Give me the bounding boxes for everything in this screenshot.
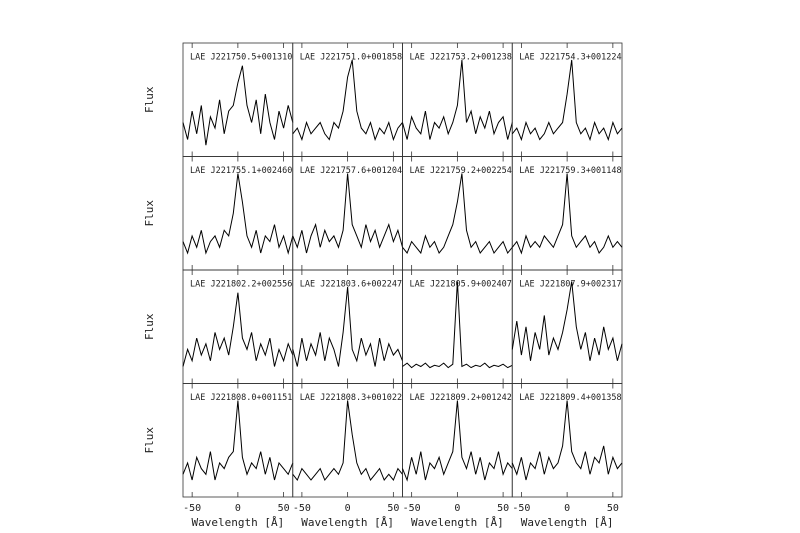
y-axis-label: Flux [143, 313, 156, 340]
x-tick-label: 50 [387, 503, 399, 514]
panel-title: LAE J221808.0+001151 [190, 393, 292, 403]
panel-title: LAE J221805.9+002407 [410, 280, 512, 290]
x-tick-label: -50 [293, 503, 311, 514]
panel: LAE J221759.3+001148 [511, 156, 623, 271]
spectrum-line [511, 59, 623, 142]
panel: LAE J221751.0+001858 [292, 42, 403, 157]
panel-title: LAE J221757.6+001204 [300, 166, 402, 176]
panel: -50 0 50 LAE J221809.2+001242 Wavelength [Å] [402, 383, 513, 529]
spectrum-line [511, 400, 623, 481]
spectrum-line [402, 59, 513, 140]
x-tick-label: 50 [278, 503, 290, 514]
panel: LAE J221807.9+002317 [511, 269, 623, 384]
panel-title: LAE J221755.1+002460 [190, 166, 292, 176]
panel-title: LAE J221809.4+001358 [519, 393, 621, 403]
y-axis-label: Flux [143, 427, 156, 454]
x-tick-label: 0 [345, 503, 351, 514]
spectrum-line [182, 65, 294, 146]
spectrum-line [402, 281, 513, 369]
x-tick-label: -50 [403, 503, 421, 514]
panel: LAE J221754.3+001224 [511, 42, 623, 157]
spectrum-line [292, 59, 403, 142]
spectrum-line [182, 400, 294, 481]
panel: LAE J221803.6+002247 [292, 269, 403, 384]
panel-title: LAE J221809.2+001242 [410, 393, 512, 403]
spectrum-line [182, 292, 294, 367]
spectrum-line [292, 286, 403, 367]
panel: -50 0 50 LAE J221808.3+001022 Wavelength [Å] [292, 383, 403, 529]
panel-title: LAE J221808.3+001022 [300, 393, 402, 403]
x-axis-label: Wavelength [Å] [521, 516, 614, 529]
panel-title: LAE J221751.0+001858 [300, 53, 402, 63]
spectrum-line [402, 173, 513, 255]
panel: LAE J221805.9+002407 [402, 269, 513, 384]
panel-title: LAE J221754.3+001224 [519, 53, 621, 63]
x-tick-label: 0 [235, 503, 241, 514]
panel-title: LAE J221750.5+001310 [190, 53, 292, 63]
spectrum-line [182, 173, 294, 255]
x-axis-label: Wavelength [Å] [411, 516, 504, 529]
panel-title: LAE J221759.2+002254 [410, 166, 512, 176]
y-axis-label: Flux [143, 200, 156, 227]
panel: -50 0 50 LAE J221808.0+001151 Flux Wavelength… [143, 383, 294, 529]
spectrum-line [511, 173, 623, 255]
x-tick-label: 50 [607, 503, 619, 514]
spectrum-line [402, 400, 513, 482]
spectrum-line [292, 400, 403, 481]
panel-title: LAE J221753.2+001238 [410, 53, 512, 63]
x-tick-label: -50 [183, 503, 201, 514]
x-tick-label: 0 [564, 503, 570, 514]
spectrum-line [292, 173, 403, 254]
x-tick-label: 50 [497, 503, 509, 514]
panel: LAE J221759.2+002254 [402, 156, 513, 271]
x-axis-label: Wavelength [Å] [301, 516, 394, 529]
x-axis-label: Wavelength [Å] [192, 516, 285, 529]
panel: LAE J221755.1+002460 Flux [143, 156, 294, 271]
panel: LAE J221757.6+001204 [292, 156, 403, 271]
panel-title: LAE J221802.2+002556 [190, 280, 292, 290]
panel: LAE J221750.5+001310 Flux [143, 42, 294, 157]
spectrum-line [511, 281, 623, 361]
panel-title: LAE J221803.6+002247 [300, 280, 402, 290]
panel-title: LAE J221807.9+002317 [519, 280, 621, 290]
panel: LAE J221802.2+002556 Flux [143, 269, 294, 384]
y-axis-label: Flux [143, 86, 156, 113]
x-tick-label: -50 [512, 503, 530, 514]
panel-title: LAE J221759.3+001148 [519, 166, 621, 176]
panel: -50 0 50 LAE J221809.4+001358 Wavelength [Å] [511, 383, 623, 529]
x-tick-label: 0 [454, 503, 460, 514]
panel: LAE J221753.2+001238 [402, 42, 513, 157]
